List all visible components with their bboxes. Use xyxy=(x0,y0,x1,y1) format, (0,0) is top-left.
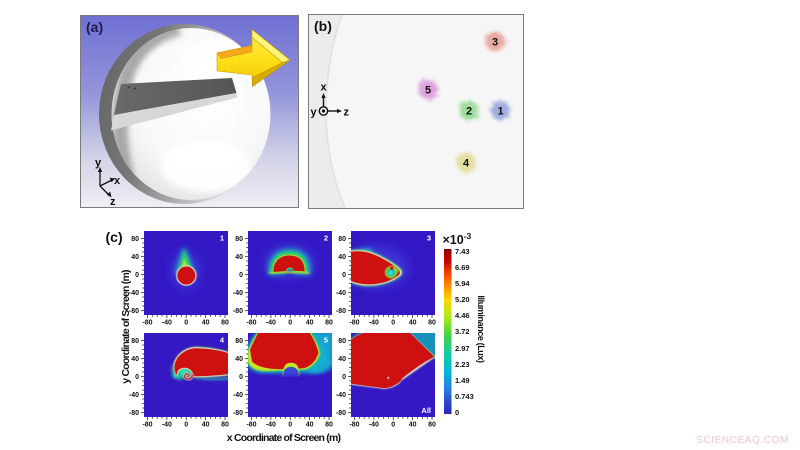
svg-text:0: 0 xyxy=(288,320,292,327)
svg-text:-80: -80 xyxy=(349,320,359,327)
svg-text:z: z xyxy=(344,107,350,119)
svg-text:-40: -40 xyxy=(129,392,139,399)
svg-text:-80: -80 xyxy=(335,308,345,315)
svg-text:-40: -40 xyxy=(368,422,378,429)
svg-text:3: 3 xyxy=(426,234,430,243)
svg-text:80: 80 xyxy=(325,422,333,429)
svg-text:40: 40 xyxy=(235,254,243,261)
svg-text:4: 4 xyxy=(220,336,225,345)
svg-text:1: 1 xyxy=(220,234,224,243)
svg-text:-80: -80 xyxy=(349,422,359,429)
svg-text:4: 4 xyxy=(463,158,470,170)
svg-text:2: 2 xyxy=(324,234,328,243)
svg-text:40: 40 xyxy=(306,320,314,327)
svg-text:-80: -80 xyxy=(142,422,152,429)
svg-text:40: 40 xyxy=(408,320,416,327)
svg-text:0: 0 xyxy=(135,272,139,279)
svg-text:3: 3 xyxy=(492,37,498,49)
svg-text:-80: -80 xyxy=(233,410,243,417)
svg-text:x: x xyxy=(114,175,121,187)
svg-text:-80: -80 xyxy=(233,308,243,315)
svg-text:80: 80 xyxy=(235,236,243,243)
svg-text:-40: -40 xyxy=(368,320,378,327)
svg-text:x: x xyxy=(320,82,327,94)
svg-text:40: 40 xyxy=(202,422,210,429)
svg-text:80: 80 xyxy=(221,320,229,327)
svg-text:80: 80 xyxy=(338,236,346,243)
svg-text:2: 2 xyxy=(466,106,472,118)
svg-text:40: 40 xyxy=(202,320,210,327)
svg-text:0: 0 xyxy=(288,422,292,429)
svg-text:-40: -40 xyxy=(335,392,345,399)
svg-text:40: 40 xyxy=(408,422,416,429)
svg-text:y: y xyxy=(95,157,102,169)
svg-text:40: 40 xyxy=(338,356,346,363)
svg-text:-40: -40 xyxy=(266,422,276,429)
svg-text:1: 1 xyxy=(497,106,503,118)
svg-text:0: 0 xyxy=(239,374,243,381)
svg-text:5: 5 xyxy=(425,85,431,97)
svg-text:0: 0 xyxy=(184,422,188,429)
svg-text:80: 80 xyxy=(131,236,139,243)
svg-text:0: 0 xyxy=(342,374,346,381)
svg-text:40: 40 xyxy=(306,422,314,429)
svg-text:80: 80 xyxy=(428,422,436,429)
svg-text:0: 0 xyxy=(391,320,395,327)
svg-text:z: z xyxy=(110,196,116,207)
svg-text:80: 80 xyxy=(338,338,346,345)
svg-text:5: 5 xyxy=(324,336,328,345)
svg-text:80: 80 xyxy=(221,422,229,429)
svg-text:-80: -80 xyxy=(142,320,152,327)
svg-text:40: 40 xyxy=(235,356,243,363)
svg-text:0: 0 xyxy=(342,272,346,279)
svg-text:80: 80 xyxy=(325,320,333,327)
svg-text:0: 0 xyxy=(184,320,188,327)
svg-text:80: 80 xyxy=(235,338,243,345)
svg-text:0: 0 xyxy=(135,374,139,381)
svg-text:-40: -40 xyxy=(266,320,276,327)
svg-text:-80: -80 xyxy=(129,410,139,417)
svg-text:-40: -40 xyxy=(162,422,172,429)
svg-text:-40: -40 xyxy=(129,290,139,297)
svg-text:-80: -80 xyxy=(335,410,345,417)
svg-text:-40: -40 xyxy=(233,392,243,399)
svg-text:80: 80 xyxy=(428,320,436,327)
svg-text:40: 40 xyxy=(338,254,346,261)
svg-text:-80: -80 xyxy=(246,320,256,327)
svg-text:40: 40 xyxy=(131,356,139,363)
svg-text:-40: -40 xyxy=(233,290,243,297)
svg-text:0: 0 xyxy=(239,272,243,279)
svg-text:-80: -80 xyxy=(246,422,256,429)
svg-text:-80: -80 xyxy=(129,308,139,315)
svg-text:y: y xyxy=(311,107,318,119)
svg-text:-40: -40 xyxy=(335,290,345,297)
svg-text:0: 0 xyxy=(391,422,395,429)
svg-text:All: All xyxy=(421,406,431,415)
svg-text:-40: -40 xyxy=(162,320,172,327)
svg-text:40: 40 xyxy=(131,254,139,261)
svg-text:80: 80 xyxy=(131,338,139,345)
